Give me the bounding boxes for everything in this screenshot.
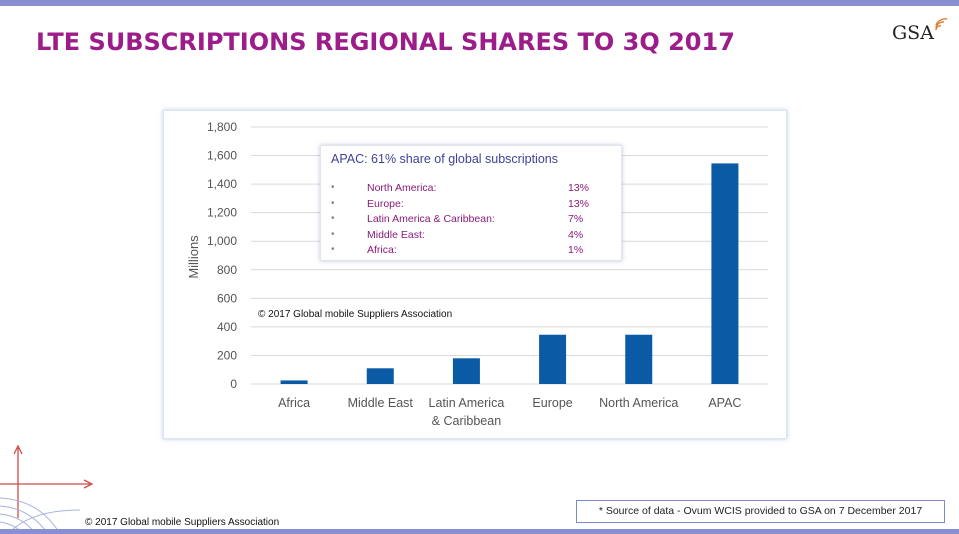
source-note-box: * Source of data - Ovum WCIS provided to… [576, 500, 945, 523]
y-tick-label: 800 [217, 263, 237, 277]
region-share: 13% [568, 197, 590, 210]
region-share: 13% [568, 182, 590, 194]
x-tick-label: Africa [278, 396, 310, 410]
bar [280, 380, 308, 384]
logo-text: GSA [892, 22, 934, 44]
y-tick-label: 1,600 [207, 149, 237, 163]
list-item: • North America: 13% [331, 182, 611, 198]
gsa-logo: GSA [892, 18, 952, 46]
y-tick-label: 1,200 [207, 206, 237, 220]
chart-copyright: © 2017 Global mobile Suppliers Associati… [258, 309, 453, 320]
y-tick-label: 1,800 [207, 120, 237, 134]
source-note: * Source of data - Ovum WCIS provided to… [598, 505, 923, 517]
x-tick-label: Europe [532, 396, 572, 410]
region-share: 1% [568, 244, 584, 256]
bottom-accent-bar [0, 529, 959, 534]
list-item: • Africa: 1% [331, 244, 611, 260]
x-tick-label: Middle East [348, 396, 414, 410]
region-share-list: • North America: 13% • Europe: 13% • Latin Am… [331, 182, 611, 260]
y-axis-label: Millions [186, 235, 201, 279]
y-axis-ticks: 0 200 400 600 800 1,000 1,200 1,400 1,600 1,800 [207, 120, 237, 391]
bullet-icon: • [331, 197, 335, 209]
x-axis-ticks: Africa Middle East Latin America & Caribbea… [278, 396, 741, 428]
region-label: North America: [367, 182, 437, 194]
top-accent-bar [0, 0, 959, 6]
y-tick-label: 200 [217, 348, 237, 362]
region-label: Latin America & Caribbean: [367, 213, 495, 225]
bar [452, 358, 480, 384]
region-share: 7% [568, 213, 584, 225]
region-label: Europe: [367, 197, 404, 210]
y-tick-label: 400 [217, 320, 237, 334]
region-label: Middle East: [367, 228, 425, 241]
bars [280, 163, 739, 384]
bullet-icon: • [331, 244, 335, 255]
bullet-icon: • [331, 213, 335, 224]
list-item: • Middle East: 4% [331, 229, 611, 245]
bar [539, 334, 567, 384]
x-tick-label: Latin America & Caribbean [429, 396, 505, 428]
apac-callout: APAC: 61% share of global subscriptions … [320, 145, 622, 261]
region-share: 4% [568, 228, 584, 241]
region-label: Africa: [367, 244, 397, 256]
list-item: • Europe: 13% [331, 198, 611, 214]
callout-heading: APAC: 61% share of global subscriptions [331, 152, 558, 166]
bullet-icon: • [331, 228, 335, 240]
y-tick-label: 600 [217, 291, 237, 305]
y-tick-label: 0 [230, 377, 237, 391]
x-tick-label: North America [599, 396, 678, 410]
bar [625, 334, 653, 384]
y-tick-label: 1,000 [207, 234, 237, 248]
footer-copyright: © 2017 Global mobile Suppliers Associati… [85, 517, 280, 528]
list-item: • Latin America & Caribbean: 7% [331, 213, 611, 229]
x-tick-label: APAC [708, 396, 741, 410]
page-title: LTE SUBSCRIPTIONS REGIONAL SHARES TO 3Q … [36, 28, 735, 56]
bar [711, 163, 739, 384]
bullet-icon: • [331, 182, 335, 193]
signal-arcs-icon [935, 18, 948, 31]
bar [366, 368, 394, 384]
y-tick-label: 1,400 [207, 177, 237, 191]
